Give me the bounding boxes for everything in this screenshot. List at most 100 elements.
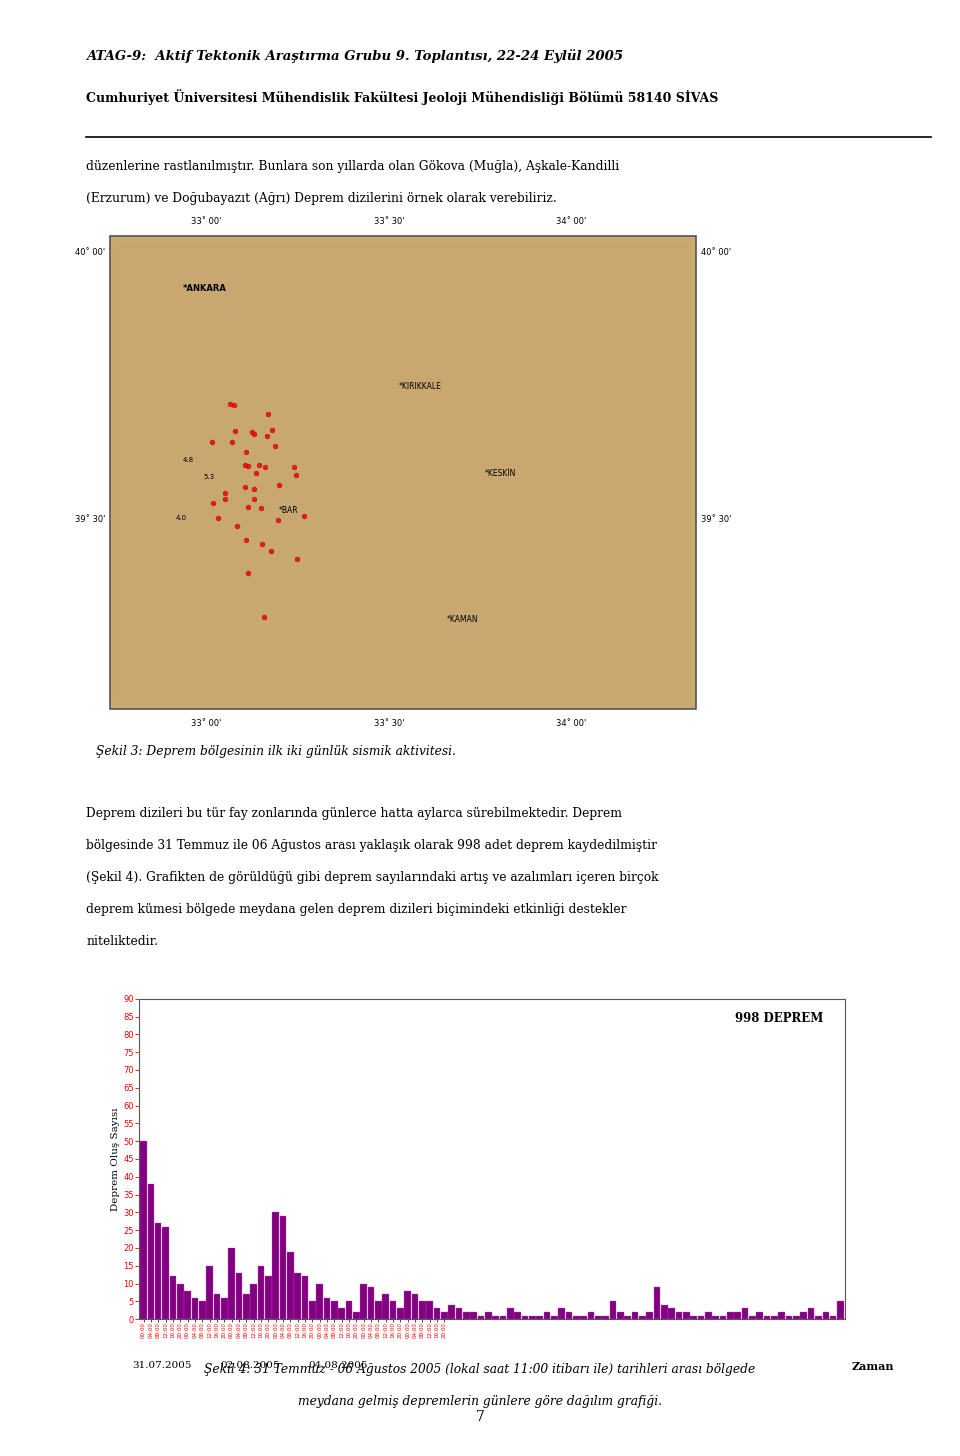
Bar (324, 1297, 330, 1319)
Text: 33˚ 00': 33˚ 00' (191, 217, 222, 226)
Bar (624, 1316, 631, 1319)
Text: 39˚ 30': 39˚ 30' (701, 515, 732, 524)
Text: düzenlerine rastlanılmıştır. Bunlara son yıllarda olan Gökova (Muğla), Aşkale-Ka: düzenlerine rastlanılmıştır. Bunlara son… (86, 160, 619, 173)
Bar (265, 1277, 272, 1319)
Bar (279, 1216, 286, 1319)
Bar (779, 1312, 785, 1319)
Bar (646, 1312, 653, 1319)
Text: 33˚ 30': 33˚ 30' (373, 217, 404, 226)
Bar (837, 1302, 844, 1319)
Bar (698, 1316, 705, 1319)
Bar (301, 1277, 308, 1319)
Bar (295, 1273, 300, 1319)
Bar (815, 1316, 822, 1319)
Bar (177, 1284, 183, 1319)
Bar (706, 1312, 711, 1319)
Text: 39˚ 30': 39˚ 30' (75, 515, 106, 524)
Text: Zaman: Zaman (852, 1361, 895, 1372)
Bar (742, 1309, 748, 1319)
Bar (595, 1316, 602, 1319)
Bar (829, 1316, 836, 1319)
Bar (463, 1312, 469, 1319)
Bar (588, 1312, 594, 1319)
Bar (639, 1316, 645, 1319)
Bar (712, 1316, 719, 1319)
Bar (676, 1312, 683, 1319)
Bar (115, 243, 691, 702)
Text: *ANKARA: *ANKARA (182, 284, 227, 293)
Bar (734, 1312, 741, 1319)
Bar (573, 1316, 580, 1319)
Text: 02.08.2005: 02.08.2005 (220, 1361, 279, 1370)
Bar (162, 1226, 169, 1319)
Bar (543, 1312, 550, 1319)
Bar (412, 1294, 419, 1319)
Bar (807, 1309, 814, 1319)
Text: Şekil 4: 31 Temmuz - 06 Ağustos 2005 (lokal saat 11:00 itibarı ile) tarihleri ar: Şekil 4: 31 Temmuz - 06 Ağustos 2005 (lo… (204, 1363, 756, 1376)
Text: 04.08.2005: 04.08.2005 (308, 1361, 368, 1370)
Bar (448, 1305, 455, 1319)
Bar (434, 1309, 441, 1319)
Text: 40˚ 00': 40˚ 00' (76, 248, 106, 256)
Bar (309, 1302, 316, 1319)
Bar (690, 1316, 697, 1319)
Bar (515, 1312, 521, 1319)
Text: Şekil 3: Deprem bölgesinin ilk iki günlük sismik aktivitesi.: Şekil 3: Deprem bölgesinin ilk iki günlü… (96, 745, 456, 759)
Bar (214, 1294, 220, 1319)
Bar (390, 1302, 396, 1319)
Bar (192, 1297, 198, 1319)
Bar (221, 1297, 228, 1319)
Bar (537, 1316, 543, 1319)
Bar (823, 1312, 828, 1319)
Text: ATAG-9:  Aktif Tektonik Araştırma Grubu 9. Toplantısı, 22-24 Eylül 2005: ATAG-9: Aktif Tektonik Araştırma Grubu 9… (86, 50, 624, 64)
Bar (397, 1309, 403, 1319)
Bar (654, 1287, 660, 1319)
Bar (404, 1290, 411, 1319)
Bar (756, 1312, 763, 1319)
Bar (184, 1290, 191, 1319)
Bar (684, 1312, 689, 1319)
Text: Cumhuriyet Üniversitesi Mühendislik Fakültesi Jeoloji Mühendisliği Bölümü 58140 : Cumhuriyet Üniversitesi Mühendislik Fakü… (86, 89, 719, 105)
Bar (140, 1142, 147, 1319)
Text: deprem kümesi bölgede meydana gelen deprem dizileri biçimindeki etkinliği destek: deprem kümesi bölgede meydana gelen depr… (86, 903, 627, 916)
Bar (287, 1252, 294, 1319)
Bar (786, 1316, 792, 1319)
Bar (565, 1312, 572, 1319)
Text: (Şekil 4). Grafikten de görüldüğü gibi deprem sayılarındaki artış ve azalımları : (Şekil 4). Grafikten de görüldüğü gibi d… (86, 871, 659, 884)
Text: 5.3: 5.3 (204, 475, 215, 480)
Text: Deprem dizileri bu tür fay zonlarında günlerce hatta aylarca sürebilmektedir. De: Deprem dizileri bu tür fay zonlarında gü… (86, 807, 622, 820)
Text: *KIRIKKALE: *KIRIKKALE (398, 381, 442, 390)
Bar (559, 1309, 564, 1319)
Text: 33˚ 00': 33˚ 00' (191, 719, 222, 728)
Bar (273, 1213, 278, 1319)
Bar (727, 1312, 733, 1319)
Text: 33˚ 30': 33˚ 30' (373, 719, 404, 728)
Bar (148, 1184, 155, 1319)
Bar (771, 1316, 778, 1319)
Bar (199, 1302, 205, 1319)
Bar (801, 1312, 807, 1319)
Bar (764, 1316, 770, 1319)
Bar (331, 1302, 338, 1319)
Bar (110, 236, 696, 709)
Bar (485, 1312, 492, 1319)
Bar (610, 1302, 616, 1319)
Bar (661, 1305, 667, 1319)
Text: 7: 7 (475, 1409, 485, 1424)
Y-axis label: Deprem Oluş Sayısı: Deprem Oluş Sayısı (111, 1107, 120, 1211)
Bar (339, 1309, 345, 1319)
Bar (551, 1316, 558, 1319)
Text: niteliktedir.: niteliktedir. (86, 935, 158, 948)
Bar (522, 1316, 528, 1319)
Bar (236, 1273, 242, 1319)
Bar (749, 1316, 756, 1319)
Text: 31.07.2005: 31.07.2005 (132, 1361, 192, 1370)
Bar (228, 1248, 235, 1319)
Bar (251, 1284, 257, 1319)
Bar (668, 1309, 675, 1319)
Text: 4.0: 4.0 (176, 515, 187, 521)
Text: 34˚ 00': 34˚ 00' (556, 217, 587, 226)
Bar (478, 1316, 484, 1319)
Bar (617, 1312, 624, 1319)
Bar (529, 1316, 536, 1319)
